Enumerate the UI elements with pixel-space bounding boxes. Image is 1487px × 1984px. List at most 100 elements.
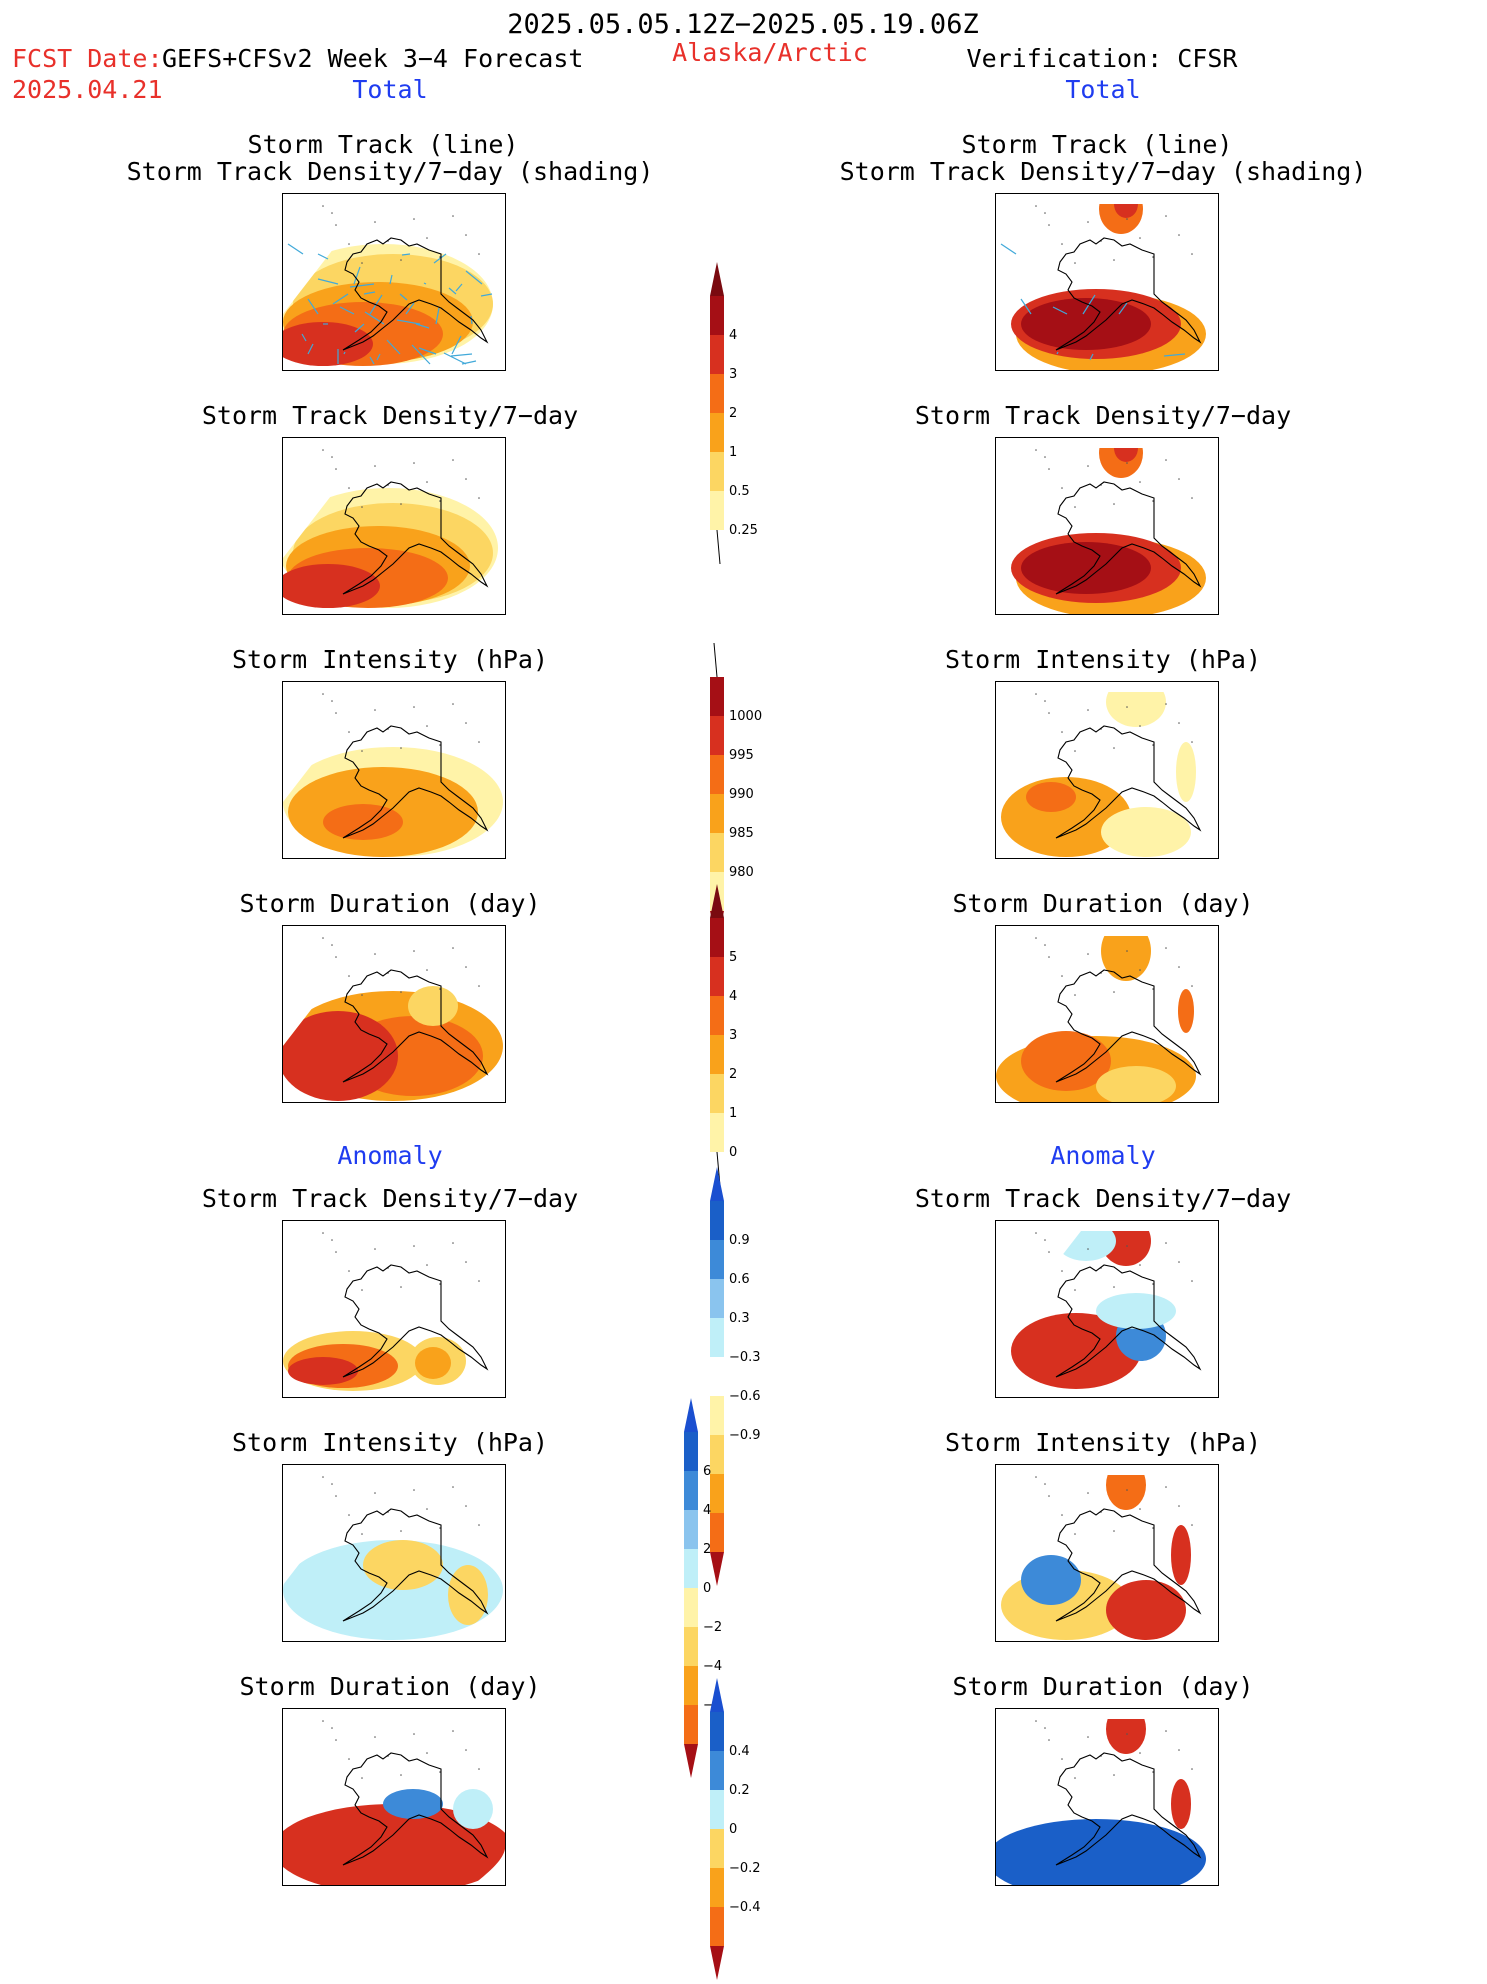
- shaded-field: [383, 1789, 443, 1819]
- grid-dot: [322, 449, 324, 451]
- colorbar-duration: 5 4 3 2 1 0: [710, 884, 780, 1190]
- grid-dot: [1113, 991, 1115, 993]
- colorbar-tick-label: 5: [729, 950, 737, 965]
- colorbar-tick-label: 0: [703, 1581, 711, 1596]
- grid-dot: [465, 966, 467, 968]
- grid-dot: [1087, 709, 1089, 711]
- grid-dot: [439, 1771, 441, 1773]
- storm-track-line: [1000, 243, 1017, 255]
- grid-dot: [1126, 950, 1128, 952]
- map-canvas: [283, 693, 503, 857]
- grid-dot: [322, 937, 324, 939]
- storm-track-line: [401, 253, 411, 256]
- grid-dot: [452, 947, 454, 949]
- grid-dot: [439, 1283, 441, 1285]
- colorbar-segment: [710, 996, 724, 1035]
- alaska-coastline: [1055, 1264, 1202, 1378]
- colorbar-segment: [710, 1396, 724, 1435]
- grid-dot: [426, 1508, 428, 1510]
- colorbar-top-extend: [710, 884, 724, 918]
- grid-dot: [322, 1476, 324, 1478]
- shaded-field: [1021, 542, 1151, 594]
- grid-dot: [1165, 459, 1167, 461]
- grid-dot: [413, 1733, 415, 1735]
- colorbar-segment: [684, 1666, 698, 1705]
- colorbar-tick-label: 1000: [729, 709, 762, 724]
- grid-dot: [1035, 205, 1037, 207]
- colorbar-tick-label: −0.6: [729, 1389, 761, 1404]
- colorbar-tick-label: 985: [729, 826, 754, 841]
- grid-dot: [465, 234, 467, 236]
- left-title-density: Storm Track Density/7−day: [201, 401, 579, 430]
- grid-dot: [1191, 1524, 1193, 1526]
- grid-dot: [1087, 465, 1089, 467]
- grid-dot: [1061, 731, 1063, 733]
- grid-dot: [1191, 985, 1193, 987]
- grid-dot: [1113, 1774, 1115, 1776]
- map-left-anom-intensity: [282, 1464, 506, 1642]
- grid-dot: [1165, 215, 1167, 217]
- colorbar-tick-label: 0.5: [729, 484, 750, 499]
- storm-track-line: [1020, 298, 1032, 315]
- left-title-anom-intensity: Storm Intensity (hPa): [231, 1428, 549, 1457]
- map-left-track: [282, 193, 506, 371]
- grid-dot: [1152, 500, 1154, 502]
- grid-dot: [1035, 1720, 1037, 1722]
- colorbar-segment: [710, 1279, 724, 1318]
- grid-dot: [1165, 947, 1167, 949]
- grid-dot: [400, 503, 402, 505]
- shaded-field: [1106, 692, 1166, 727]
- grid-dot: [465, 1261, 467, 1263]
- alaska-coastline: [1055, 725, 1202, 839]
- shaded-field: [1101, 807, 1191, 857]
- alaska-coastline: [1055, 1508, 1202, 1622]
- storm-track-line: [1056, 351, 1059, 355]
- grid-dot: [439, 256, 441, 258]
- grid-dot: [361, 1777, 363, 1779]
- grid-dot: [1152, 1771, 1154, 1773]
- colorbar-tick-label: 2: [729, 1067, 737, 1082]
- colorbar-tick-label: 0.6: [729, 1272, 750, 1287]
- grid-dot: [1113, 747, 1115, 749]
- grid-dot: [478, 741, 480, 743]
- colorbar-segment: [710, 833, 724, 872]
- colorbar-tick-label: 995: [729, 748, 754, 763]
- map-right-duration: [995, 925, 1219, 1103]
- storm-track-line: [317, 253, 329, 260]
- colorbar-top-extend: [710, 1678, 724, 1712]
- storm-track-line: [396, 319, 421, 325]
- shaded-field: [1178, 989, 1194, 1033]
- colorbar-tick-label: 2: [729, 406, 737, 421]
- shaded-field: [1114, 448, 1138, 462]
- map-canvas: [283, 1232, 489, 1391]
- grid-dot: [1139, 481, 1141, 483]
- colorbar-segment: [684, 1549, 698, 1588]
- grid-dot: [348, 1270, 350, 1272]
- shaded-field: [1176, 742, 1196, 802]
- grid-dot: [374, 709, 376, 711]
- grid-dot: [374, 1492, 376, 1494]
- storm-track-line: [369, 356, 375, 365]
- grid-dot: [1126, 706, 1128, 708]
- grid-dot: [322, 1720, 324, 1722]
- colorbar-tick-label: 990: [729, 787, 754, 802]
- grid-dot: [465, 1749, 467, 1751]
- grid-dot: [1035, 1232, 1037, 1234]
- grid-dot: [1191, 497, 1193, 499]
- shaded-field: [1096, 1293, 1176, 1329]
- storm-track-line: [418, 347, 437, 355]
- storm-track-line: [307, 298, 319, 315]
- colorbar-tick-label: 3: [729, 1028, 737, 1043]
- right-title-anom-duration: Storm Duration (day): [952, 1672, 1254, 1701]
- map-left-anom-duration: [282, 1708, 506, 1886]
- colorbar-density: 4 3 2 1 0.5 0.25: [710, 262, 780, 568]
- storm-track-line: [307, 343, 314, 355]
- right-title-track-line: Storm Track (line): [961, 130, 1233, 159]
- shaded-field: [363, 1540, 443, 1590]
- grid-dot: [465, 722, 467, 724]
- grid-dot: [478, 497, 480, 499]
- grid-dot: [413, 462, 415, 464]
- verification-label: Verification: CFSR: [966, 44, 1238, 73]
- grid-dot: [1165, 1486, 1167, 1488]
- storm-track-line: [376, 353, 381, 361]
